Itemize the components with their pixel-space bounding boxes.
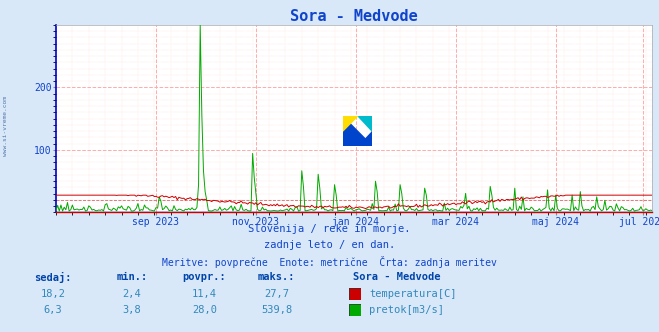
Title: Sora - Medvode: Sora - Medvode [291, 9, 418, 24]
Polygon shape [343, 116, 372, 146]
Text: 28,0: 28,0 [192, 305, 217, 315]
Text: www.si-vreme.com: www.si-vreme.com [3, 96, 8, 156]
Text: 18,2: 18,2 [40, 289, 65, 299]
Polygon shape [343, 116, 358, 131]
Text: min.:: min.: [116, 272, 148, 282]
Text: 6,3: 6,3 [43, 305, 62, 315]
Polygon shape [358, 116, 372, 131]
Text: 3,8: 3,8 [123, 305, 141, 315]
Text: Sora - Medvode: Sora - Medvode [353, 272, 440, 282]
Text: 11,4: 11,4 [192, 289, 217, 299]
Text: zadnje leto / en dan.: zadnje leto / en dan. [264, 240, 395, 250]
Polygon shape [358, 131, 372, 146]
Text: maks.:: maks.: [258, 272, 295, 282]
Text: Meritve: povprečne  Enote: metrične  Črta: zadnja meritev: Meritve: povprečne Enote: metrične Črta:… [162, 256, 497, 268]
Text: Slovenija / reke in morje.: Slovenija / reke in morje. [248, 224, 411, 234]
Text: povpr.:: povpr.: [183, 272, 226, 282]
Text: 2,4: 2,4 [123, 289, 141, 299]
Text: temperatura[C]: temperatura[C] [369, 289, 457, 299]
Text: sedaj:: sedaj: [34, 272, 71, 283]
Text: pretok[m3/s]: pretok[m3/s] [369, 305, 444, 315]
Text: 539,8: 539,8 [261, 305, 293, 315]
Text: 27,7: 27,7 [264, 289, 289, 299]
